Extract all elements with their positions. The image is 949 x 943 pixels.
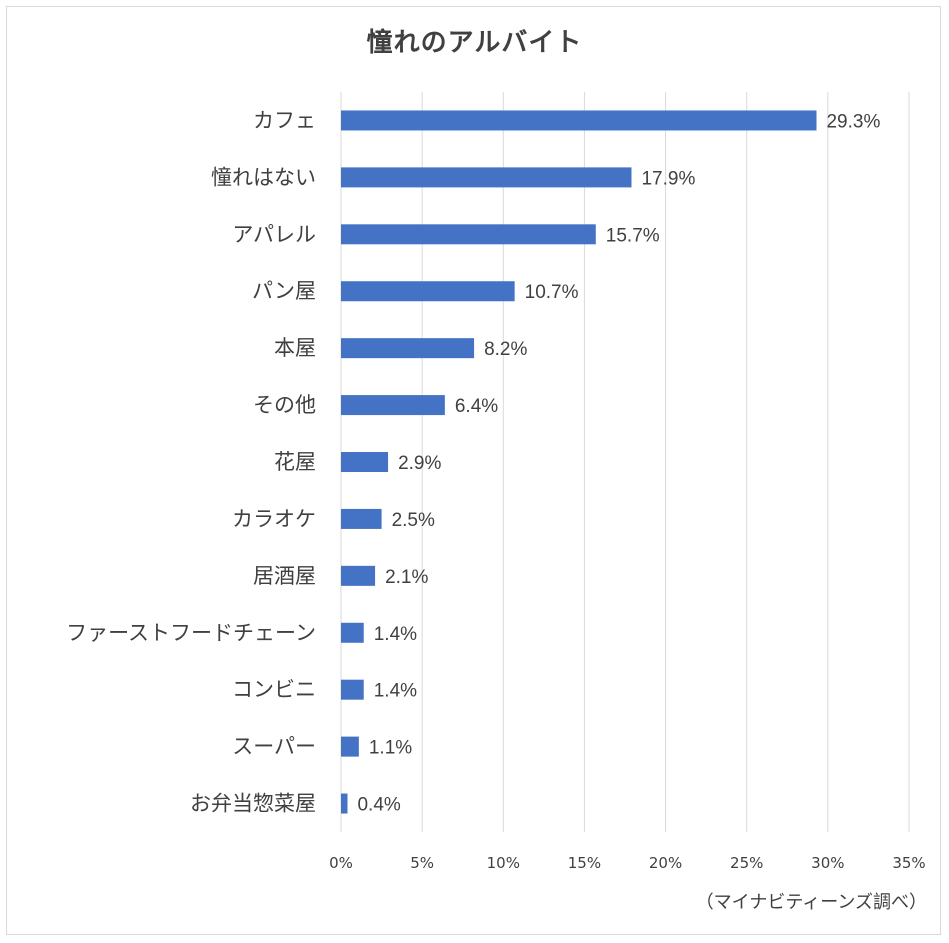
bar [341, 338, 475, 359]
category-label: 花屋 [274, 450, 316, 474]
x-tick-label: 35% [892, 854, 925, 872]
source-note: （マイナビティーンズ調べ） [695, 892, 927, 913]
x-tick-label: 15% [568, 854, 601, 872]
data-label: 29.3% [826, 111, 880, 132]
category-label: アパレル [232, 222, 316, 246]
bar [341, 736, 359, 757]
data-label: 15.7% [606, 225, 660, 246]
data-label: 2.1% [385, 567, 428, 588]
x-tick-label: 10% [487, 854, 520, 872]
data-label: 10.7% [525, 282, 579, 303]
bar [341, 395, 445, 416]
category-label: 居酒屋 [253, 564, 316, 588]
data-label: 1.4% [374, 681, 417, 702]
x-tick-label: 0% [329, 854, 353, 872]
category-label: パン屋 [252, 279, 316, 303]
bar [341, 622, 364, 643]
bar [341, 110, 817, 131]
category-label: 本屋 [274, 336, 316, 360]
x-tick-label: 5% [410, 854, 434, 872]
data-label: 2.9% [398, 453, 441, 474]
data-label: 17.9% [641, 168, 695, 189]
bar [341, 508, 382, 529]
bar [341, 224, 596, 245]
data-label: 6.4% [455, 396, 498, 417]
category-label: カラオケ [232, 507, 316, 531]
data-label: 1.1% [369, 738, 412, 759]
x-tick-label: 25% [730, 854, 763, 872]
bar [341, 679, 364, 700]
chart-frame [6, 6, 941, 935]
x-tick-label: 20% [649, 854, 682, 872]
category-label: ファーストフードチェーン [66, 621, 316, 645]
bar [341, 452, 389, 472]
bar [341, 281, 515, 302]
data-label: 0.4% [357, 795, 400, 816]
data-label: 8.2% [484, 339, 527, 360]
category-label: カフェ [253, 108, 316, 132]
data-label: 1.4% [374, 624, 417, 645]
category-label: スーパー [232, 735, 316, 759]
chart-title: 憧れのアルバイト [366, 28, 583, 58]
category-label: 憧れはない [211, 165, 316, 189]
category-label: その他 [253, 393, 316, 417]
category-label: お弁当惣菜屋 [190, 792, 316, 816]
bar [341, 167, 632, 188]
bar [341, 565, 376, 586]
x-tick-label: 30% [811, 854, 844, 872]
category-label: コンビニ [232, 678, 316, 702]
data-label: 2.5% [392, 510, 435, 531]
bar [341, 793, 348, 814]
